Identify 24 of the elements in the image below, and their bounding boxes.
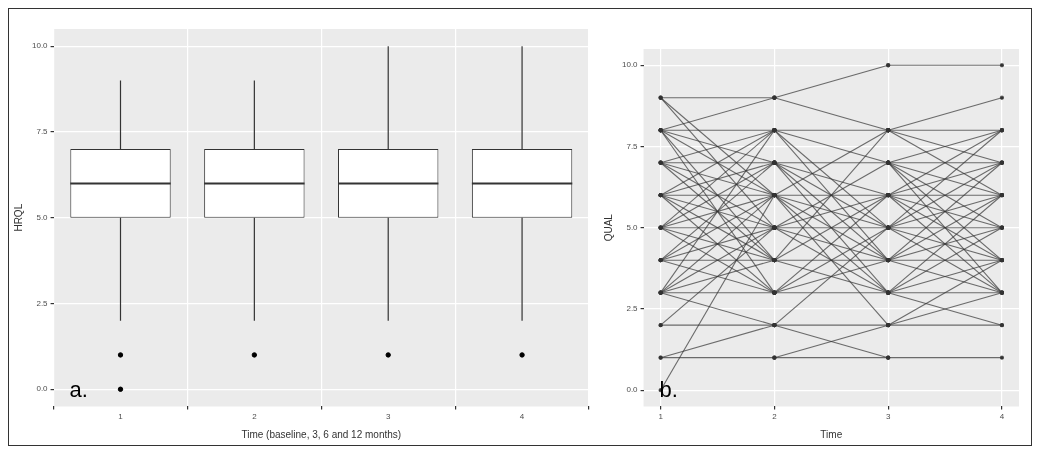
y-tick-label: 2.5 xyxy=(626,304,639,314)
y-tick-label: 7.5 xyxy=(36,127,49,137)
y-tick-label: 2.5 xyxy=(36,298,49,308)
x-tick-label: 4 xyxy=(519,412,525,422)
y-axis-title: QUAL xyxy=(602,213,614,242)
y-tick-label: 7.5 xyxy=(626,141,639,151)
y-tick-label: 0.0 xyxy=(36,384,49,394)
x-tick-label: 1 xyxy=(118,412,124,422)
x-tick-label: 2 xyxy=(772,412,778,422)
y-tick-label: 0.0 xyxy=(626,385,639,395)
x-axis-title: Time (baseline, 3, 6 and 12 months) xyxy=(241,428,402,440)
x-tick-label: 4 xyxy=(999,412,1005,422)
x-axis-title: Time xyxy=(820,428,843,440)
x-tick-label: 3 xyxy=(885,412,891,422)
y-tick-label: 10.0 xyxy=(621,60,639,70)
x-tick-label: 2 xyxy=(252,412,258,422)
y-tick-label: 5.0 xyxy=(626,222,639,232)
y-axis-title: HRQL xyxy=(12,203,24,232)
annotation: b. xyxy=(659,377,678,403)
x-tick-label: 1 xyxy=(658,412,664,422)
y-tick-label: 10.0 xyxy=(31,41,49,51)
y-tick-label: 5.0 xyxy=(36,212,49,222)
x-tick-label: 3 xyxy=(385,412,391,422)
annotation: a. xyxy=(69,377,88,403)
